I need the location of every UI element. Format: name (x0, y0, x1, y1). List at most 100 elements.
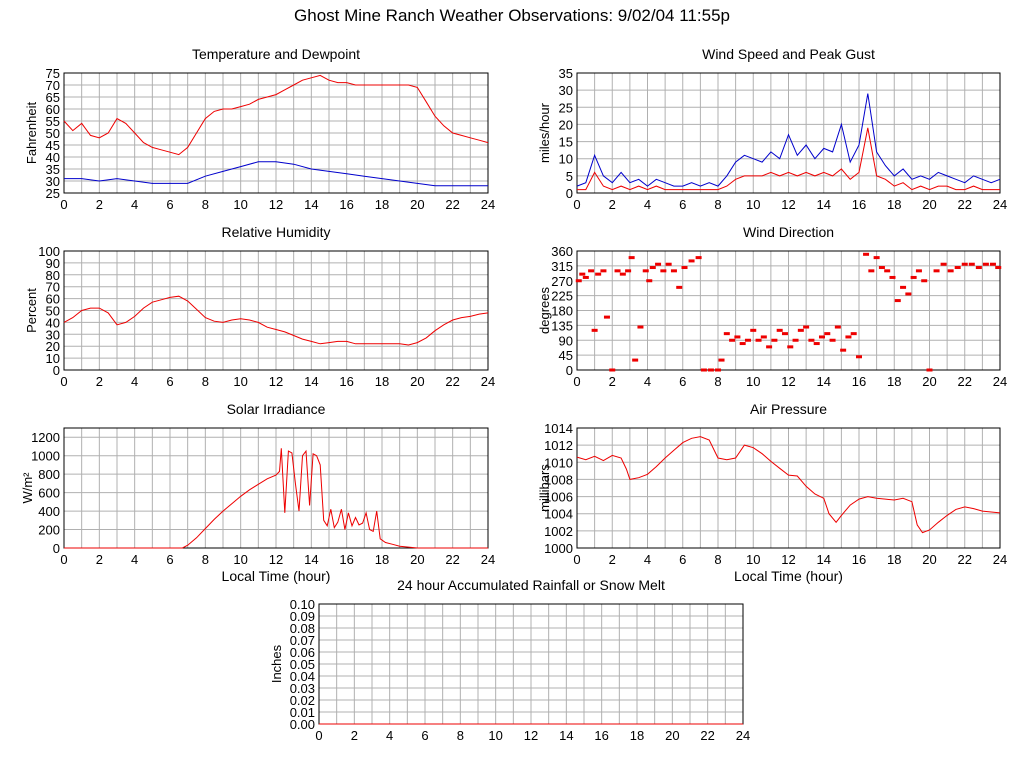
y-axis-label: Fahrenheit (24, 102, 39, 165)
x-tick-label: 14 (304, 197, 318, 212)
y-tick-label: 45 (46, 138, 60, 153)
series-line-red (576, 436, 1001, 534)
y-tick-label: 0.03 (290, 681, 315, 696)
x-tick-label: 10 (746, 197, 760, 212)
y-tick-label: 600 (38, 486, 60, 501)
data-point (665, 262, 672, 266)
x-tick-label: 24 (481, 552, 495, 567)
x-tick-label: 6 (679, 197, 686, 212)
x-tick-label: 8 (457, 728, 464, 743)
data-point (845, 335, 852, 339)
x-tick-label: 8 (202, 374, 209, 389)
y-tick-label: 20 (46, 339, 60, 354)
y-tick-label: 1012 (544, 438, 573, 453)
x-tick-label: 8 (202, 197, 209, 212)
y-tick-label: 65 (46, 90, 60, 105)
data-point (797, 328, 804, 332)
data-point (739, 342, 746, 346)
data-point (729, 338, 736, 342)
series-line-red (64, 448, 488, 549)
data-point (755, 338, 762, 342)
x-tick-label: 14 (817, 552, 831, 567)
x-tick-label: 18 (887, 552, 901, 567)
y-tick-label: 40 (46, 315, 60, 330)
y-tick-label: 90 (46, 256, 60, 271)
y-tick-label: 0.00 (290, 717, 315, 732)
x-tick-label: 2 (96, 374, 103, 389)
x-tick-label: 0 (60, 197, 67, 212)
data-point (655, 262, 662, 266)
data-point (776, 328, 783, 332)
data-point (813, 342, 820, 346)
data-point (808, 338, 815, 342)
x-tick-label: 4 (644, 374, 651, 389)
chart-title: 24 hour Accumulated Rainfall or Snow Mel… (397, 577, 665, 593)
x-tick-label: 14 (817, 197, 831, 212)
data-point (868, 269, 875, 273)
y-axis-label: W/m² (20, 472, 35, 504)
data-point (715, 368, 721, 372)
x-tick-label: 10 (746, 552, 760, 567)
plot-frame (576, 250, 1001, 371)
x-tick-label: 10 (746, 374, 760, 389)
y-tick-label: 35 (559, 66, 573, 81)
data-point (600, 269, 607, 273)
data-point (926, 368, 933, 372)
data-point (894, 299, 901, 303)
x-tick-label: 8 (202, 552, 209, 567)
y-tick-label: 60 (46, 292, 60, 307)
data-point (884, 269, 891, 273)
x-tick-label: 6 (421, 728, 428, 743)
data-point (915, 269, 922, 273)
y-tick-label: 0.08 (290, 621, 315, 636)
x-tick-label: 0 (60, 374, 67, 389)
x-tick-label: 22 (445, 552, 459, 567)
x-tick-label: 18 (375, 197, 389, 212)
data-point (614, 269, 621, 273)
data-point (766, 345, 773, 349)
data-point (989, 262, 996, 266)
data-point (700, 368, 707, 372)
data-point (591, 328, 598, 332)
x-tick-label: 22 (445, 197, 459, 212)
x-tick-label: 10 (488, 728, 502, 743)
data-point (637, 325, 644, 329)
x-tick-label: 22 (700, 728, 714, 743)
y-tick-label: 0.10 (290, 597, 315, 612)
data-point (954, 266, 961, 270)
y-tick-label: 135 (551, 318, 573, 333)
data-point (792, 338, 799, 342)
y-tick-label: 1000 (31, 449, 60, 464)
data-point (995, 266, 1002, 270)
x-tick-label: 20 (665, 728, 679, 743)
x-tick-label: 16 (339, 552, 353, 567)
plot-frame (63, 427, 489, 549)
data-point (609, 368, 616, 372)
plot-frame (576, 427, 1001, 549)
x-tick-label: 14 (304, 374, 318, 389)
chart-title: Air Pressure (750, 401, 827, 417)
x-tick-label: 10 (233, 552, 247, 567)
y-tick-label: 80 (46, 268, 60, 283)
data-point (803, 325, 810, 329)
y-tick-label: 0 (53, 363, 60, 378)
y-tick-label: 225 (551, 289, 573, 304)
y-tick-label: 0.07 (290, 633, 315, 648)
data-point (744, 338, 751, 342)
x-tick-label: 24 (993, 552, 1007, 567)
series-line-red (63, 74, 489, 156)
x-tick-label: 22 (958, 374, 972, 389)
x-tick-label: 18 (375, 374, 389, 389)
x-tick-label: 6 (166, 374, 173, 389)
y-tick-label: 0.06 (290, 645, 315, 660)
plot-frame (63, 72, 489, 194)
data-point (818, 335, 825, 339)
data-point (905, 292, 912, 296)
y-tick-label: 10 (559, 152, 573, 167)
y-tick-label: 15 (559, 135, 573, 150)
data-point (707, 368, 714, 372)
x-tick-label: 2 (351, 728, 358, 743)
x-tick-label: 12 (781, 552, 795, 567)
x-tick-label: 16 (339, 197, 353, 212)
y-tick-label: 1004 (544, 507, 573, 522)
